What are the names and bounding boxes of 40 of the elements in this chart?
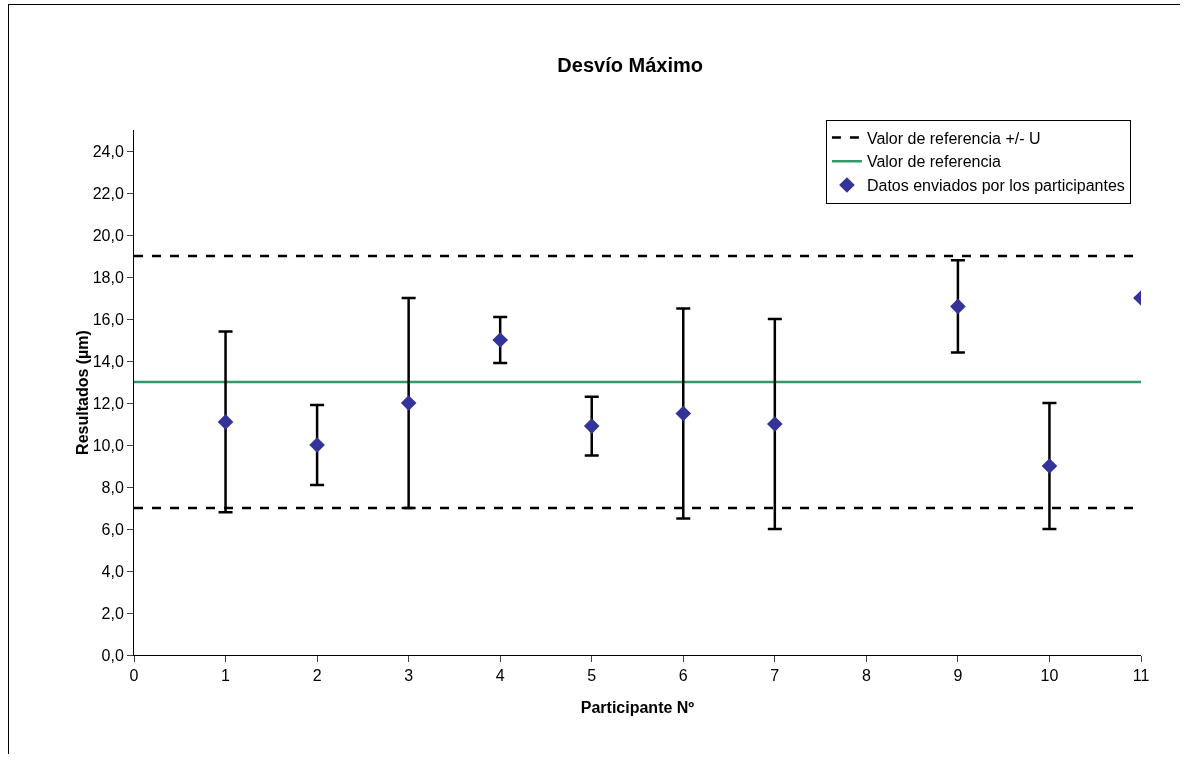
x-tick-label: 0 <box>129 667 139 685</box>
x-tick-label: 4 <box>495 667 505 685</box>
x-tick-label: 11 <box>1132 667 1150 685</box>
y-tick-label: 24,0 <box>92 142 124 160</box>
y-tick-label: 6,0 <box>101 520 124 538</box>
point <box>492 332 508 348</box>
point <box>1041 458 1058 474</box>
y-tick-label: 8,0 <box>101 478 124 496</box>
legend-label: Valor de referencia <box>866 153 1002 171</box>
y-tick-label: 18,0 <box>92 268 124 286</box>
x-tick-label: 7 <box>770 667 780 685</box>
y-tick-label: 4,0 <box>101 562 124 580</box>
x-tick-label: 6 <box>678 667 688 685</box>
x-tick-label: 1 <box>221 667 231 685</box>
point <box>400 395 417 411</box>
y-tick-label: 20,0 <box>92 226 124 244</box>
x-tick-label: 3 <box>404 667 414 685</box>
x-tick-label: 10 <box>1040 667 1059 685</box>
y-tick-label: 10,0 <box>92 436 124 454</box>
point <box>675 405 692 422</box>
point <box>583 418 600 434</box>
y-tick-label: 14,0 <box>92 352 124 370</box>
y-axis-title: Resultados (µm) <box>73 330 91 455</box>
y-tick-label: 0,0 <box>101 646 124 664</box>
point <box>309 437 325 453</box>
point <box>217 414 234 430</box>
y-tick-label: 12,0 <box>92 394 124 412</box>
y-tick-label: 16,0 <box>92 310 124 328</box>
x-tick-label: 8 <box>861 667 871 685</box>
legend-label: Valor de referencia +/- U <box>866 129 1041 147</box>
x-tick-label: 2 <box>312 667 322 685</box>
y-tick-label: 22,0 <box>92 184 124 202</box>
x-tick-label: 5 <box>587 667 597 685</box>
x-tick-label: 9 <box>953 667 963 685</box>
chart-title: Desvío Máximo <box>557 53 703 76</box>
point <box>950 298 966 315</box>
y-tick-label: 2,0 <box>101 604 124 622</box>
x-axis-title: Participante Nº <box>580 699 695 716</box>
legend-label: Datos enviados por los participantes <box>866 177 1125 195</box>
point <box>767 416 783 432</box>
